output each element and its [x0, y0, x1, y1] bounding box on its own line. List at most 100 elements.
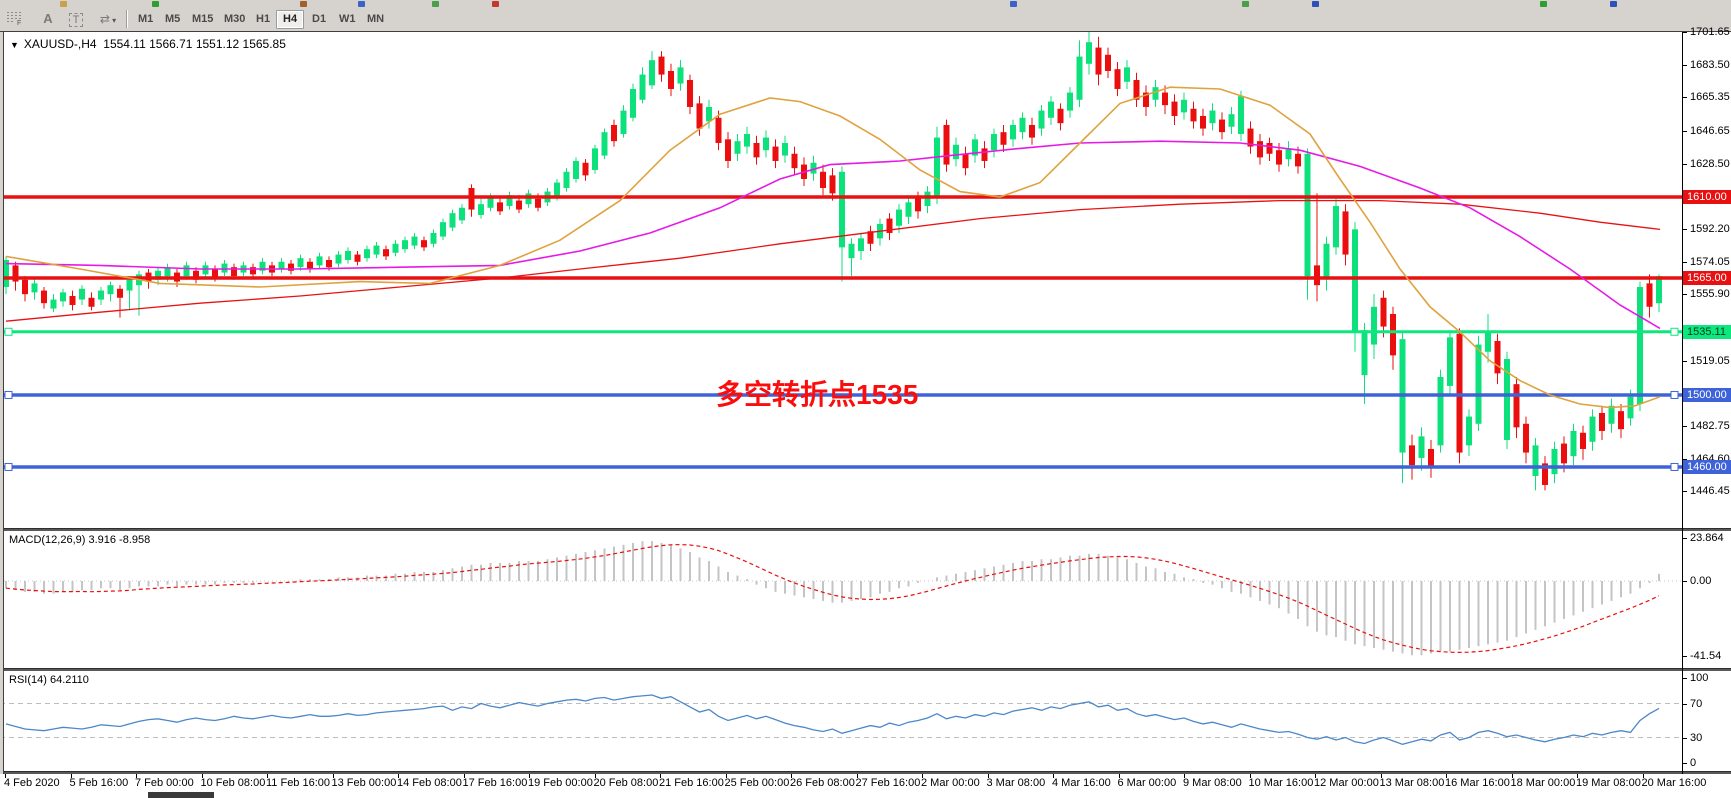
cycle-lines-tool-icon[interactable]: ⇄ ▾	[99, 12, 117, 26]
time-axis[interactable]: 4 Feb 2020 5 Feb 16:00 7 Feb 00:00 10 Fe…	[0, 774, 1731, 790]
candle-body	[259, 261, 266, 271]
y-tick-mark	[1682, 426, 1687, 428]
price-axis-line	[1682, 32, 1683, 774]
y-tick-label: 1701.65	[1690, 26, 1730, 38]
x-tick-label: 26 Feb 08:00	[790, 777, 855, 789]
y-tick-mark	[1682, 131, 1687, 132]
candle-body	[1238, 96, 1244, 134]
horizontal-scrollbar-thumb[interactable]	[148, 792, 214, 798]
candle-body	[1475, 344, 1482, 424]
candle-body	[573, 160, 579, 179]
grid-tool-icon[interactable]: F	[6, 10, 28, 28]
clipped-toolbar-icon	[300, 1, 307, 7]
candle-body	[22, 279, 28, 295]
timeframe-m30-button[interactable]: M30	[224, 13, 246, 25]
y-tick-mark	[1682, 64, 1687, 66]
candle-body	[1608, 405, 1615, 424]
candle-body	[763, 137, 769, 151]
text-box-tool-icon[interactable]: T	[66, 10, 86, 28]
y-tick-mark	[1682, 458, 1687, 460]
candle-body	[687, 79, 693, 107]
y-tick-label: 1482.75	[1690, 420, 1730, 433]
candle-body	[1057, 108, 1064, 124]
timeframe-d1-button[interactable]: D1	[312, 13, 327, 25]
candle-body	[1466, 416, 1472, 446]
candle-body	[1333, 205, 1339, 248]
price-pane[interactable]	[0, 32, 1682, 528]
candle-body	[1485, 331, 1491, 352]
candle-body	[1380, 297, 1387, 327]
x-tick-mark	[1642, 774, 1644, 778]
y-tick-label: 1592.20	[1690, 223, 1730, 235]
hline-handle[interactable]	[1670, 390, 1679, 399]
candle-body	[506, 195, 513, 206]
collapse-triangle-icon[interactable]: ▼	[10, 40, 19, 50]
y-tick-label: 1683.50	[1690, 58, 1730, 71]
clipped-toolbar-icon	[358, 1, 365, 7]
y-tick-mark	[1682, 97, 1687, 99]
candle-body	[620, 110, 627, 134]
candle-body	[459, 207, 465, 221]
candle-body	[867, 231, 874, 244]
x-tick-label: 2 Mar 00:00	[921, 777, 980, 789]
x-tick-label: 5 Feb 16:00	[69, 777, 129, 789]
candle-body	[1428, 448, 1434, 467]
hline-handle[interactable]	[1670, 462, 1679, 471]
candle-body	[430, 232, 437, 244]
timeframe-h4-button[interactable]: H4	[276, 10, 305, 29]
timeframe-mn-button[interactable]: MN	[367, 13, 385, 25]
candle-body	[668, 70, 674, 89]
chart-toolbar: F A T ⇄ ▾ M1 M5 M15 M30 H1 H4 D1 W1 MN	[0, 8, 1731, 31]
timeframe-m15-button[interactable]: M15	[192, 13, 214, 25]
hline-handle[interactable]	[1670, 327, 1679, 336]
pane-divider-rsi[interactable]	[0, 668, 1731, 671]
candle-body	[1532, 445, 1539, 476]
candle-body	[1114, 69, 1121, 89]
candle-body	[1637, 286, 1643, 404]
candle-body	[1038, 110, 1045, 129]
candle-body	[50, 299, 57, 309]
candle-body	[611, 124, 617, 142]
rsi-tick-mark	[1682, 763, 1687, 764]
price-level-label: 1460.00	[1683, 459, 1731, 474]
x-tick-label: 4 Feb 2020	[4, 777, 60, 789]
timeframe-m1-button[interactable]: M1	[138, 13, 154, 25]
timeframe-w1-button[interactable]: W1	[339, 13, 356, 25]
candle-body	[164, 267, 171, 277]
candle-body	[1304, 153, 1311, 277]
candle-body	[202, 265, 209, 275]
candle-body	[354, 254, 361, 262]
candle-body	[212, 268, 218, 278]
x-tick-mark	[725, 774, 727, 778]
pane-divider-macd[interactable]	[0, 528, 1731, 531]
candle-body	[753, 142, 760, 158]
timeframe-h1-button[interactable]: H1	[256, 13, 271, 25]
macd-indicator-label: MACD(12,26,9) 3.916 -8.958	[9, 534, 151, 546]
candle-body	[155, 270, 161, 280]
clipped-toolbar-icon	[1242, 1, 1249, 7]
candle-body	[307, 261, 313, 269]
candle-body	[677, 67, 684, 84]
macd-tick-label: 0.00	[1690, 575, 1712, 587]
candle-body	[1257, 141, 1263, 158]
hline-handle[interactable]	[4, 390, 13, 399]
x-tick-mark	[136, 774, 137, 778]
candle-body	[1247, 128, 1254, 147]
candle-body	[991, 133, 997, 151]
x-tick-label: 9 Mar 08:00	[1183, 777, 1242, 789]
hline-handle[interactable]	[4, 462, 13, 471]
text-label-tool-icon[interactable]: A	[43, 11, 53, 26]
candle-body	[107, 285, 114, 295]
macd-pane[interactable]	[0, 531, 1682, 668]
x-tick-mark	[660, 774, 661, 778]
x-tick-label: 10 Feb 08:00	[200, 777, 266, 789]
candle-body	[896, 209, 902, 226]
rsi-pane[interactable]	[0, 671, 1682, 771]
candle-body	[1542, 463, 1548, 485]
hline-handle[interactable]	[4, 327, 13, 336]
chart-annotation-text: 多空转折点1535	[716, 379, 919, 410]
candle-body	[1105, 54, 1111, 71]
x-tick-mark	[70, 774, 72, 778]
timeframe-m5-button[interactable]: M5	[165, 13, 181, 25]
y-tick-label: 1446.45	[1690, 485, 1730, 498]
